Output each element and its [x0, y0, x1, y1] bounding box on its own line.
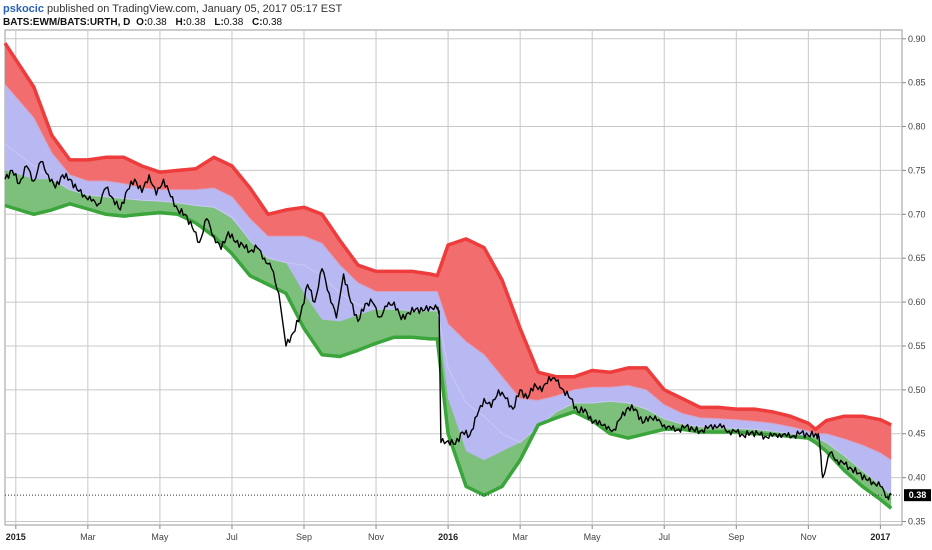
y-tick-label: 0.50 [908, 385, 926, 395]
y-tick-label: 0.35 [908, 516, 926, 526]
x-tick-label: Sep [728, 532, 744, 542]
open-label: O:0.38 [136, 17, 167, 28]
upper-band-line [3, 42, 892, 432]
published-text: published on TradingView.com, January 05… [47, 3, 343, 15]
upper-band-area [5, 43, 892, 461]
price-line [4, 160, 892, 501]
x-tick-label: Jul [226, 532, 238, 542]
y-tick-label: 0.80 [908, 122, 926, 132]
lower-band-area [5, 170, 892, 509]
y-tick-label: 0.55 [908, 341, 926, 351]
y-tick-label: 0.85 [908, 78, 926, 88]
high-label: H:0.38 [175, 17, 206, 28]
x-tick-label: Nov [368, 532, 385, 542]
x-tick-label: 2016 [438, 532, 458, 542]
x-tick-label: Jul [658, 532, 670, 542]
chart-header: pskocic published on TradingView.com, Ja… [3, 2, 903, 29]
x-tick-label: Mar [80, 532, 96, 542]
x-tick-label: Sep [296, 532, 312, 542]
x-tick-label: May [584, 532, 602, 542]
chart-lines [3, 42, 902, 510]
symbol-label: BATS:EWM/BATS:URTH, D [3, 17, 131, 28]
chart-axes: 0.35 0.40 0.45 0.50 0.55 0.60 0.65 0.70 0.75 0.80… [6, 34, 931, 542]
x-tick-label: 2017 [870, 532, 890, 542]
close-label: C:0.38 [252, 17, 283, 28]
y-tick-label: 0.65 [908, 253, 926, 263]
last-value-badge [904, 489, 931, 502]
author-link[interactable]: pskocic [3, 3, 44, 15]
x-tick-label: Mar [512, 532, 528, 542]
lower-band-line [4, 202, 893, 510]
y-tick-label: 0.70 [908, 209, 926, 219]
publish-line: pskocic published on TradingView.com, Ja… [3, 2, 903, 16]
plot-frame [4, 29, 903, 526]
y-tick-label: 0.60 [908, 297, 926, 307]
y-tick-label: 0.75 [908, 165, 926, 175]
ohlc-line: BATS:EWM/BATS:URTH, D O:0.38 H:0.38 L:0.… [3, 16, 903, 29]
x-tick-label: May [151, 532, 169, 542]
y-tick-label: 0.90 [908, 34, 926, 44]
last-value-label: 0.38 [909, 490, 927, 500]
y-tick-label: 0.45 [908, 429, 926, 439]
basis-line [4, 143, 892, 496]
y-tick-label: 0.40 [908, 473, 926, 483]
x-tick-label: 2015 [6, 532, 26, 542]
low-label: L:0.38 [214, 17, 244, 28]
x-tick-label: Nov [800, 532, 817, 542]
